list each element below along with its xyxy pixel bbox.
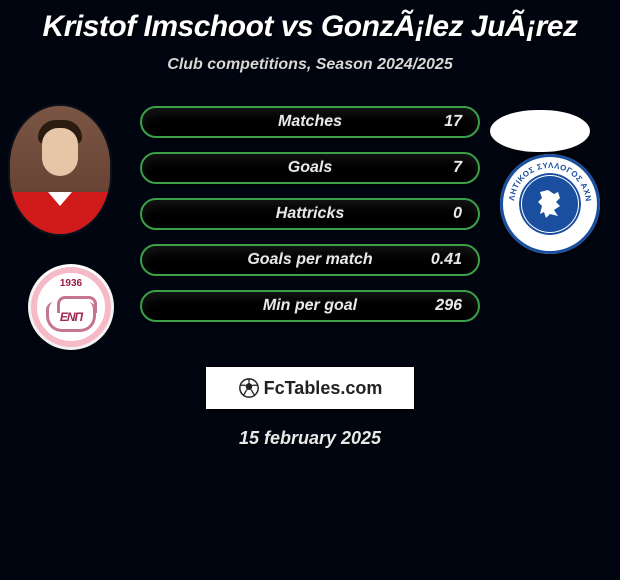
stat-bars: Matches 17 Goals 7 Hattricks 0 Goals per…: [140, 106, 480, 336]
stat-label: Min per goal: [263, 297, 357, 315]
badge-right-bottom-text: ΕΘΝΙΚΟΣ: [530, 219, 569, 233]
greece-map-icon: [534, 188, 566, 220]
stat-label: Hattricks: [276, 205, 344, 223]
stat-label: Goals per match: [247, 251, 372, 269]
badge-left-letters: ENΠ: [28, 310, 114, 324]
stat-value: 17: [444, 113, 462, 131]
infographic-root: Kristof Imschoot vs GonzÃ¡lez JuÃ¡rez Cl…: [0, 0, 620, 580]
club-badge-right: ΑΘΛΗΤΙΚΟΣ ΣΥΛΛΟΓΟΣ ΑΧΝΑΣ ΕΘΝΙΚΟΣ: [500, 154, 600, 254]
stat-label: Matches: [278, 113, 342, 131]
date-text: 15 february 2025: [0, 428, 620, 449]
badge-left-year: 1936: [28, 278, 114, 289]
player-right-placeholder: [490, 110, 590, 152]
stat-bar-goals-per-match: Goals per match 0.41: [140, 244, 480, 276]
soccer-ball-icon: [238, 377, 260, 399]
main-area: 1936 ENΠ ΑΘΛΗΤΙΚΟΣ ΣΥΛΛΟΓΟΣ ΑΧΝΑΣ ΕΘΝΙΚΟ…: [0, 96, 620, 356]
stat-value: 296: [435, 297, 462, 315]
page-subtitle: Club competitions, Season 2024/2025: [0, 56, 620, 74]
stat-value: 7: [453, 159, 462, 177]
fctables-logo: FcTables.com: [205, 366, 415, 410]
stat-bar-goals: Goals 7: [140, 152, 480, 184]
stat-value: 0: [453, 205, 462, 223]
fctables-logo-text: FcTables.com: [264, 378, 383, 399]
stat-value: 0.41: [431, 251, 462, 269]
avatar-face: [42, 128, 78, 176]
page-title: Kristof Imschoot vs GonzÃ¡lez JuÃ¡rez: [0, 10, 620, 44]
player-left-avatar: [10, 106, 110, 234]
stat-bar-hattricks: Hattricks 0: [140, 198, 480, 230]
stat-bar-matches: Matches 17: [140, 106, 480, 138]
stat-label: Goals: [288, 159, 332, 177]
avatar-jersey: [10, 192, 110, 234]
stat-bar-min-per-goal: Min per goal 296: [140, 290, 480, 322]
club-badge-left: 1936 ENΠ: [28, 264, 114, 350]
